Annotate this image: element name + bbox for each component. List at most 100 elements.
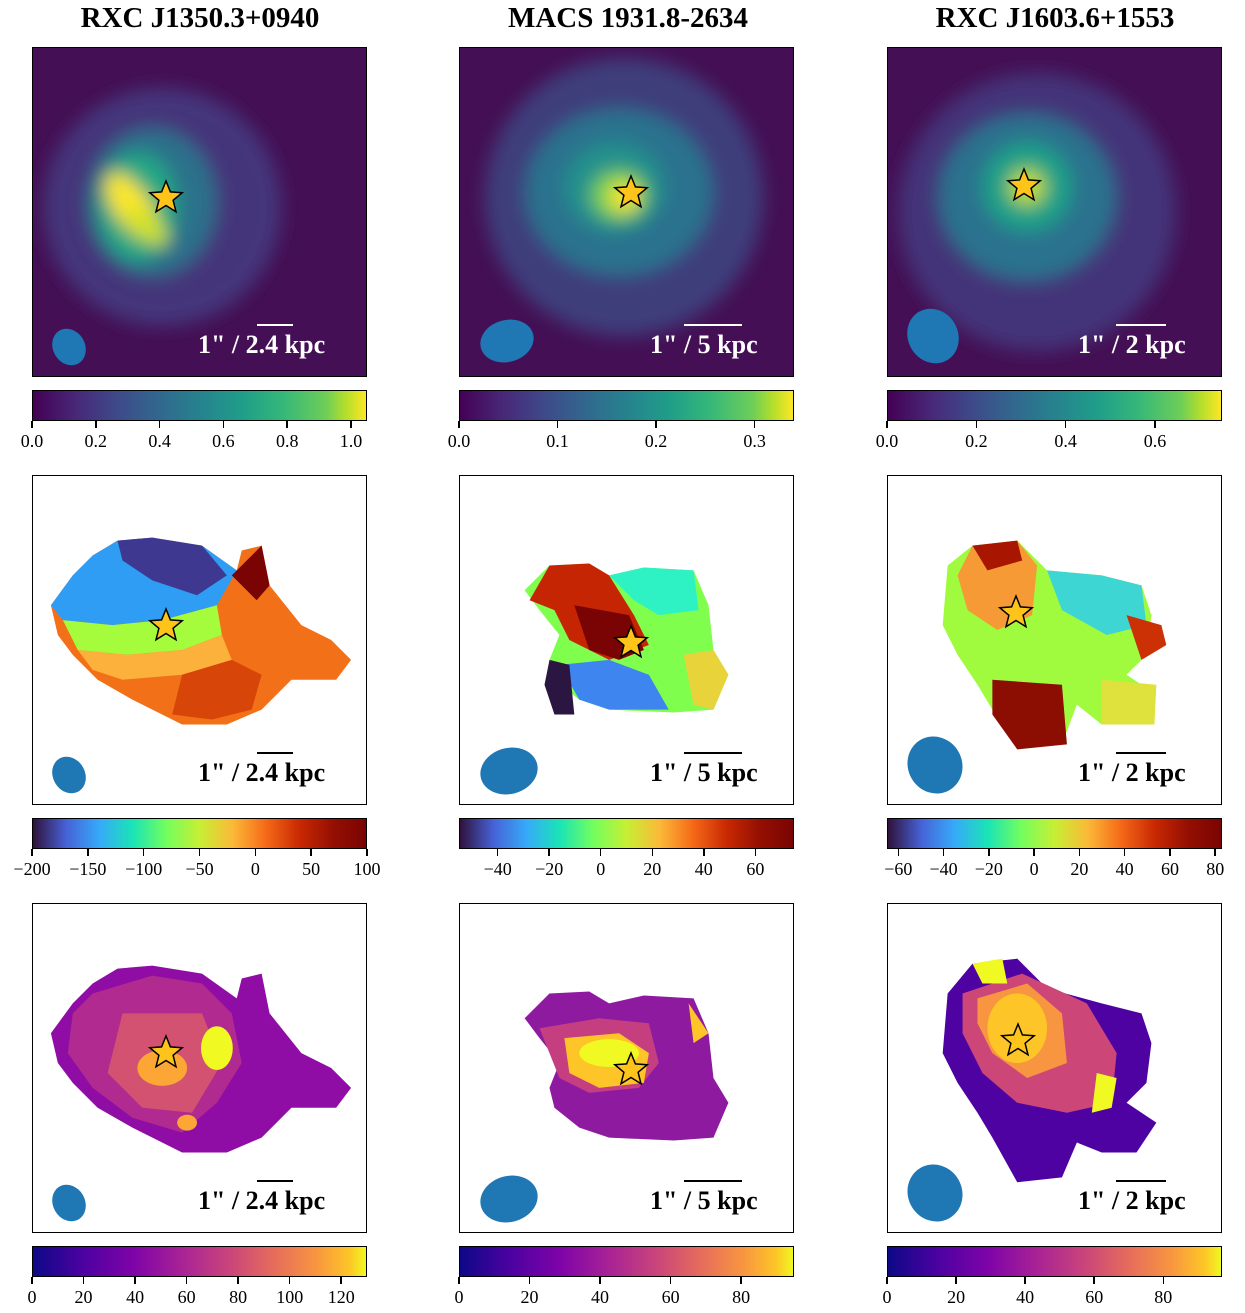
colorbar-tick-label: 60 [746,859,765,879]
colorbar-tick-label: 0.3 [743,431,766,451]
dispersion-map-panel: 1" / 5 kpc [459,903,794,1233]
colorbar-tick [1093,1277,1095,1284]
colorbar-tick [1214,849,1216,856]
colorbar-ticks: 0 20 40 60 80 [883,1277,1222,1307]
colorbar-tick-label: 0 [882,1287,892,1307]
colorbar-tick-label: −200 [13,859,51,879]
colorbar-tick-label: 0.2 [84,431,108,451]
scale-label: 1" / 5 kpc [650,1186,758,1215]
colorbar-tick-label: 40 [1016,1287,1035,1307]
scale-label: 1" / 2 kpc [1078,330,1186,359]
colorbar-tick [1078,849,1081,856]
velocity-map-panel: 1" / 2 kpc [887,475,1222,805]
colorbar-ticks: 0 20 40 60 80 100 120 [28,1277,367,1307]
colorbar-tick [458,421,460,428]
colorbar-ticks: 0.0 0.2 0.4 0.6 [876,421,1222,451]
velocity-map [942,540,1167,750]
colorbar-tick-label: 0.0 [20,431,44,451]
colorbar-tick-label: 20 [1070,859,1089,879]
colorbar-tick [95,421,97,428]
colorbar-tick [158,421,161,428]
scale-label: 1" / 2 kpc [1078,1186,1186,1215]
colorbar-tick [599,849,602,856]
colorbar-tick [897,849,900,856]
colorbar-tick [754,849,757,856]
colorbar-tick-label: 60 [1085,1287,1104,1307]
colorbar-tick [1064,421,1067,428]
dispersion-map-panel: 1" / 2.4 kpc [32,903,367,1233]
colorbar-tick-label: −20 [535,859,564,879]
colorbar-tick [655,421,657,428]
colorbar-tick-label: 0.6 [212,431,235,451]
colorbar-tick-label: 0.0 [447,431,471,451]
colorbar-tick-label: −20 [974,859,1003,879]
colorbar-tick [222,421,225,428]
colorbar-tick-label: 40 [1115,859,1134,879]
scale-label: 1" / 5 kpc [650,330,758,359]
scale-bar [684,324,742,326]
colorbar [887,1246,1222,1277]
colorbar-tick-label: 0.2 [965,431,988,451]
colorbar-tick [254,849,257,856]
velocity-map-panel: 1" / 5 kpc [459,475,794,805]
colorbar-tick-label: 0.1 [546,431,569,451]
colorbar [459,390,794,421]
colorbar-tick-label: 120 [327,1287,355,1307]
colorbar-tick [528,1277,531,1284]
colorbar-tick-label: 40 [126,1287,145,1307]
colorbar-ticks: 0 20 40 60 80 [455,1277,794,1307]
colorbar-tick-label: 40 [694,859,713,879]
colorbar-ticks: −200 −150 −100 −50 0 50 100 [13,849,381,879]
colorbar-tick-label: −40 [929,859,958,879]
scale-bar [257,1180,293,1182]
colorbar-tick [1162,1277,1165,1284]
colorbar-tick [1024,1277,1026,1284]
colorbar-tick-label: 60 [177,1287,196,1307]
scale-label: 1" / 2.4 kpc [198,1186,326,1215]
colorbar-tick [286,421,288,428]
colorbar-tick-label: 100 [353,859,381,879]
colorbar-tick [599,1277,601,1284]
colorbar-tick-label: 40 [591,1287,610,1307]
colorbar-tick [340,1277,342,1284]
colorbar-tick [669,1277,672,1284]
scale-bar [684,752,742,754]
column-title: MACS 1931.8-2634 [507,2,749,34]
scale-label: 1" / 5 kpc [650,758,758,787]
colorbar-tick [975,421,978,428]
colorbar-tick-label: 0.4 [1054,431,1077,451]
colorbar-tick-label: 80 [1206,859,1225,879]
colorbar-tick-label: −100 [125,859,163,879]
scale-label: 1" / 2 kpc [1078,758,1186,787]
colorbar-tick-label: 0.0 [875,431,899,451]
colorbar [459,818,794,849]
colorbar-tick [366,849,368,856]
scale-bar [257,324,293,326]
colorbar-tick-label: 80 [229,1287,248,1307]
scale-bar [257,752,293,754]
colorbar-tick [753,421,756,428]
colorbar-tick [31,421,33,428]
colorbar-tick [1123,849,1126,856]
scale-bar [684,1180,742,1182]
colorbar-tick-label: 0 [454,1287,464,1307]
scale-label: 1" / 2.4 kpc [198,330,326,359]
colorbar-tick [988,849,990,856]
colorbar-tick-label: −150 [69,859,107,879]
colorbar-tick-label: −50 [185,859,214,879]
colorbar-tick [31,1277,33,1284]
colorbar-tick-label: −40 [483,859,512,879]
colorbar-tick [288,1277,291,1284]
colorbar-tick [142,849,145,856]
scale-bar [1116,752,1166,754]
colorbar-tick [310,849,312,856]
colorbar-tick [185,1277,188,1284]
dispersion-map-panel: 1" / 2 kpc [887,903,1222,1233]
flux-map-panel: 1" / 2.4 kpc [32,47,367,377]
colorbar-tick-label: 60 [661,1287,680,1307]
velocity-map-panel: 1" / 2.4 kpc [32,475,367,805]
colorbar-tick [198,849,201,856]
colorbar-tick-label: 20 [74,1287,93,1307]
colorbar-tick-label: 0.4 [148,431,171,451]
colorbar-tick [955,1277,957,1284]
